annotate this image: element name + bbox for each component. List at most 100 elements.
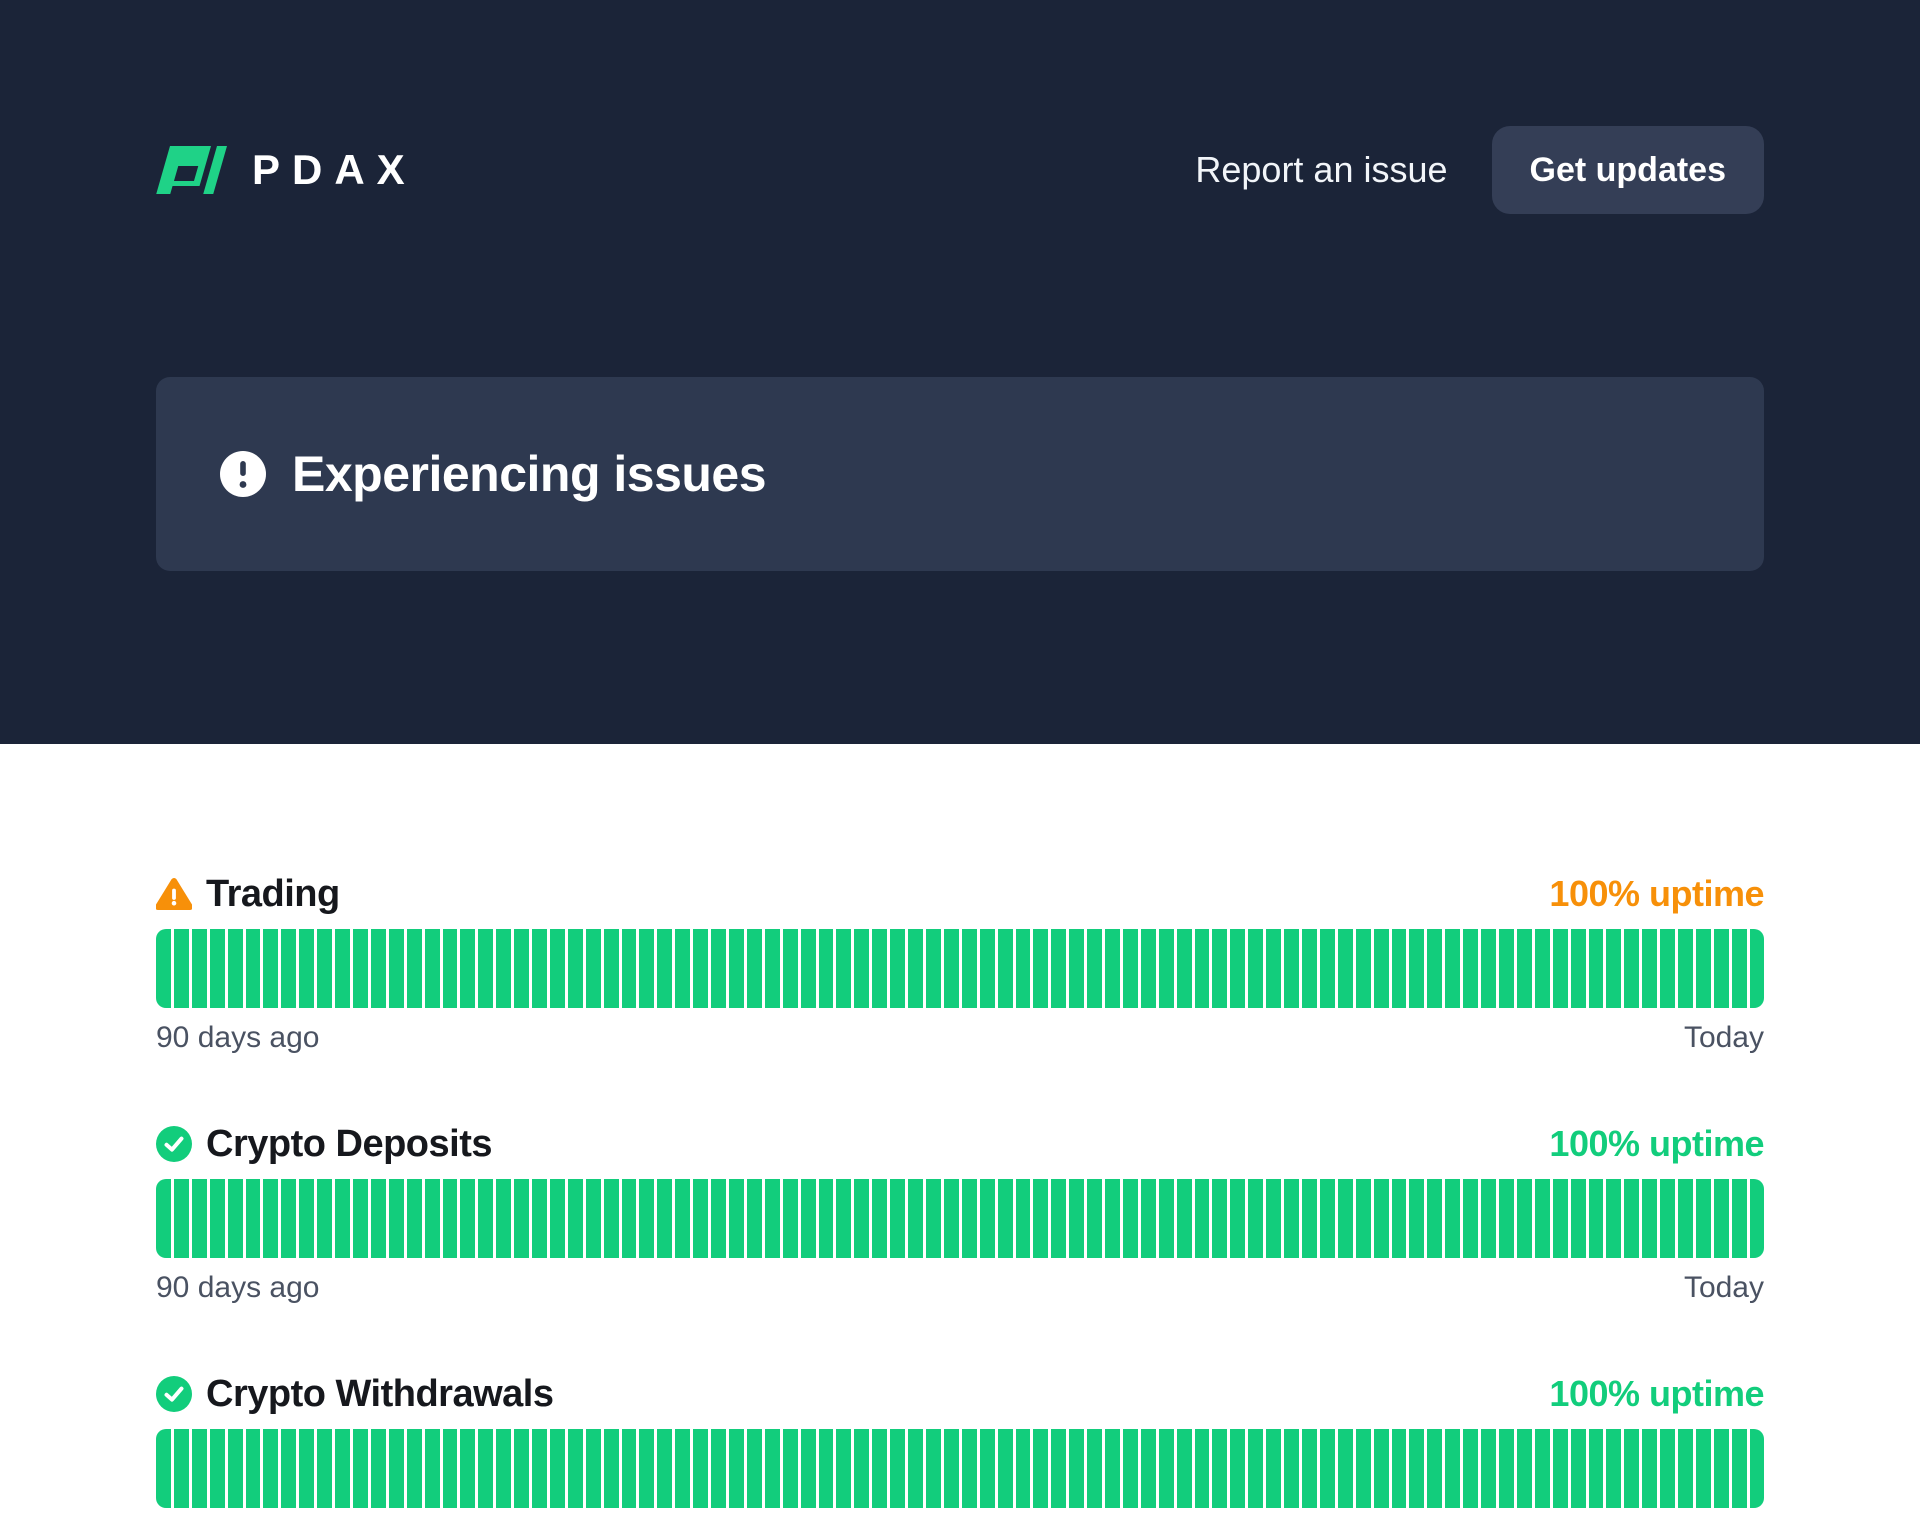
uptime-bar[interactable] bbox=[1087, 929, 1103, 1008]
uptime-bar[interactable] bbox=[1695, 1429, 1711, 1508]
uptime-bar[interactable] bbox=[370, 929, 386, 1008]
uptime-bar[interactable] bbox=[639, 929, 655, 1008]
uptime-bar[interactable] bbox=[1678, 1179, 1693, 1258]
uptime-bar[interactable] bbox=[1660, 929, 1676, 1008]
uptime-bar[interactable] bbox=[746, 1429, 762, 1508]
uptime-bar[interactable] bbox=[890, 1179, 906, 1258]
uptime-bar[interactable] bbox=[675, 929, 691, 1008]
uptime-bar[interactable] bbox=[1337, 929, 1353, 1008]
uptime-bar[interactable] bbox=[746, 1179, 762, 1258]
brand-logo[interactable]: PDAX bbox=[156, 146, 417, 194]
uptime-bar[interactable] bbox=[478, 1429, 494, 1508]
uptime-bar[interactable] bbox=[227, 1429, 243, 1508]
uptime-bar[interactable] bbox=[782, 1179, 798, 1258]
uptime-bar[interactable] bbox=[800, 929, 816, 1008]
uptime-bar[interactable] bbox=[711, 929, 726, 1008]
uptime-bar[interactable] bbox=[1284, 929, 1299, 1008]
uptime-bar[interactable] bbox=[1678, 1429, 1693, 1508]
uptime-bar[interactable] bbox=[764, 1179, 780, 1258]
uptime-bar[interactable] bbox=[1319, 929, 1335, 1008]
uptime-bar[interactable] bbox=[836, 929, 852, 1008]
uptime-bar[interactable] bbox=[746, 929, 762, 1008]
uptime-bar[interactable] bbox=[549, 1429, 565, 1508]
uptime-bar[interactable] bbox=[961, 929, 977, 1008]
uptime-bar[interactable] bbox=[943, 929, 959, 1008]
uptime-bar[interactable] bbox=[1355, 929, 1371, 1008]
get-updates-button[interactable]: Get updates bbox=[1491, 126, 1764, 214]
uptime-bar[interactable] bbox=[675, 1429, 691, 1508]
uptime-bar[interactable] bbox=[1570, 929, 1586, 1008]
uptime-bar[interactable] bbox=[1391, 929, 1407, 1008]
uptime-bar[interactable] bbox=[997, 1179, 1013, 1258]
uptime-bar[interactable] bbox=[943, 1179, 959, 1258]
uptime-bar[interactable] bbox=[890, 1429, 906, 1508]
uptime-bar[interactable] bbox=[1624, 1429, 1640, 1508]
uptime-bar[interactable] bbox=[406, 1429, 422, 1508]
uptime-bar[interactable] bbox=[1642, 1179, 1658, 1258]
uptime-bar[interactable] bbox=[1158, 929, 1174, 1008]
uptime-bar[interactable] bbox=[1105, 929, 1120, 1008]
uptime-bar[interactable] bbox=[1355, 1429, 1371, 1508]
uptime-bar[interactable] bbox=[1606, 1179, 1622, 1258]
uptime-bar[interactable] bbox=[1660, 1429, 1676, 1508]
uptime-bar[interactable] bbox=[1463, 1429, 1479, 1508]
uptime-bar[interactable] bbox=[496, 929, 512, 1008]
uptime-bar[interactable] bbox=[1284, 1429, 1299, 1508]
uptime-bar[interactable] bbox=[1534, 1179, 1550, 1258]
uptime-bar[interactable] bbox=[299, 929, 315, 1008]
uptime-bar[interactable] bbox=[657, 1179, 673, 1258]
uptime-bar[interactable] bbox=[603, 929, 619, 1008]
uptime-bar[interactable] bbox=[352, 1429, 368, 1508]
uptime-bar[interactable] bbox=[1588, 1429, 1604, 1508]
uptime-bar[interactable] bbox=[1624, 1179, 1640, 1258]
uptime-bar[interactable] bbox=[729, 929, 744, 1008]
uptime-bar[interactable] bbox=[1105, 1429, 1120, 1508]
uptime-bar[interactable] bbox=[245, 929, 261, 1008]
uptime-bar[interactable] bbox=[693, 1179, 709, 1258]
uptime-bar[interactable] bbox=[549, 929, 565, 1008]
uptime-bar[interactable] bbox=[872, 1179, 888, 1258]
uptime-bar[interactable] bbox=[836, 1179, 852, 1258]
uptime-bar[interactable] bbox=[1409, 1429, 1425, 1508]
uptime-bar[interactable] bbox=[514, 1429, 530, 1508]
uptime-bar[interactable] bbox=[173, 1429, 189, 1508]
uptime-bar[interactable] bbox=[997, 1429, 1013, 1508]
uptime-bar[interactable] bbox=[585, 1179, 601, 1258]
uptime-bar[interactable] bbox=[1069, 1179, 1085, 1258]
uptime-bar[interactable] bbox=[1427, 929, 1443, 1008]
uptime-bar[interactable] bbox=[872, 929, 888, 1008]
uptime-bar[interactable] bbox=[281, 1429, 297, 1508]
uptime-bar[interactable] bbox=[943, 1429, 959, 1508]
uptime-bar[interactable] bbox=[1660, 1179, 1676, 1258]
uptime-bar[interactable] bbox=[1445, 1429, 1461, 1508]
uptime-bar[interactable] bbox=[961, 1429, 977, 1508]
uptime-bar[interactable] bbox=[1230, 1179, 1246, 1258]
uptime-bar[interactable] bbox=[496, 1179, 512, 1258]
uptime-bar[interactable] bbox=[1463, 929, 1479, 1008]
uptime-bar[interactable] bbox=[585, 929, 601, 1008]
uptime-bar[interactable] bbox=[585, 1429, 601, 1508]
uptime-bar[interactable] bbox=[854, 1429, 870, 1508]
uptime-bar[interactable] bbox=[836, 1429, 852, 1508]
uptime-bar[interactable] bbox=[1552, 929, 1568, 1008]
uptime-bar[interactable] bbox=[388, 929, 404, 1008]
uptime-bar[interactable] bbox=[1194, 1179, 1210, 1258]
uptime-bar[interactable] bbox=[1319, 1429, 1335, 1508]
uptime-bar[interactable] bbox=[352, 1179, 368, 1258]
uptime-bar[interactable] bbox=[639, 1179, 655, 1258]
uptime-bar[interactable] bbox=[424, 1179, 440, 1258]
uptime-bar[interactable] bbox=[764, 1429, 780, 1508]
uptime-bar[interactable] bbox=[800, 1429, 816, 1508]
uptime-bar[interactable] bbox=[1087, 1179, 1103, 1258]
uptime-bar[interactable] bbox=[693, 929, 709, 1008]
uptime-bar[interactable] bbox=[549, 1179, 565, 1258]
uptime-bar[interactable] bbox=[191, 1179, 207, 1258]
uptime-bar[interactable] bbox=[1158, 1429, 1174, 1508]
uptime-bar[interactable] bbox=[1534, 1429, 1550, 1508]
uptime-bar[interactable] bbox=[1015, 929, 1031, 1008]
uptime-bar[interactable] bbox=[1248, 1179, 1264, 1258]
uptime-bar[interactable] bbox=[1051, 929, 1067, 1008]
uptime-bar[interactable] bbox=[729, 1429, 744, 1508]
uptime-bar[interactable] bbox=[1695, 929, 1711, 1008]
uptime-bar[interactable] bbox=[603, 1429, 619, 1508]
